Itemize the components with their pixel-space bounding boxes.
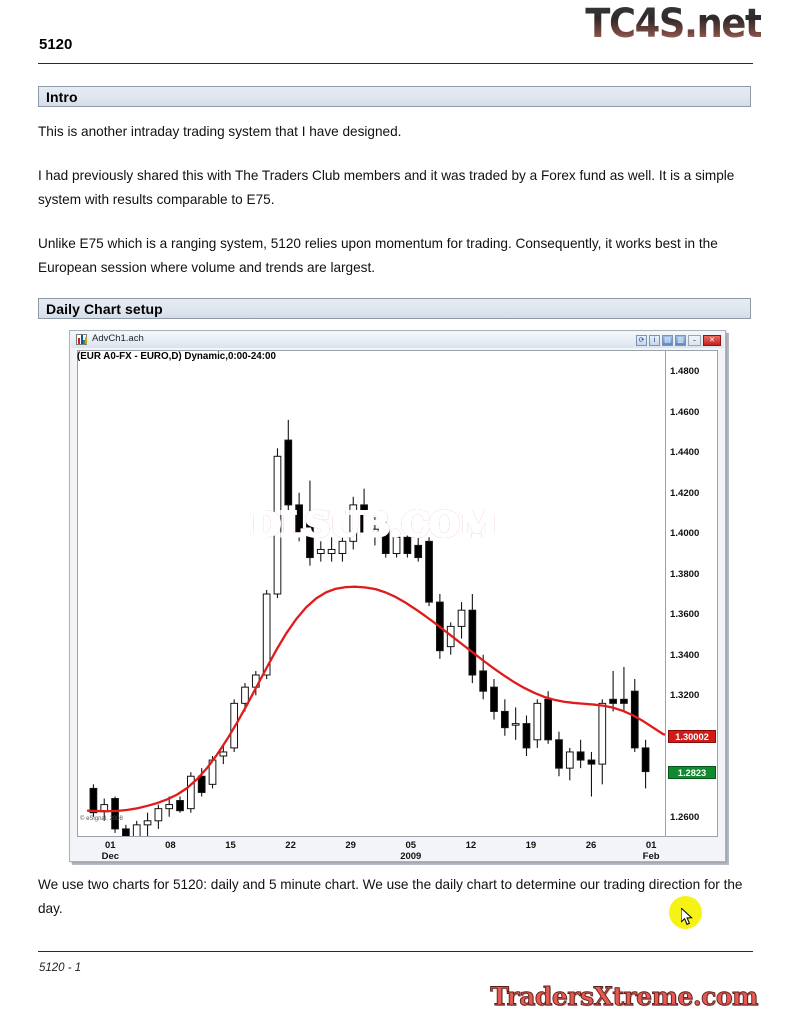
section-header-daily-chart-setup: Daily Chart setup: [38, 298, 751, 319]
time-tick: 15: [225, 840, 236, 851]
chart-plot-area[interactable]: [77, 350, 665, 837]
time-tick: 01: [645, 840, 657, 851]
intro-paragraph-1: This is another intraday trading system …: [38, 124, 402, 139]
tc4s-logo: TC4S.net: [585, 1, 762, 47]
price-tick: 1.3800: [670, 568, 700, 580]
chart-window: AdvCh1.ach ⟳ i ▤ ▥ – ✕ (EUR A0-FX - EURO…: [69, 330, 726, 929]
last-price-tag: 1.30002: [668, 729, 716, 743]
section-header-intro-label: Intro: [46, 89, 78, 105]
mouse-cursor-icon: [680, 906, 694, 931]
time-tick: 12: [465, 840, 477, 851]
price-tick: 1.4600: [670, 406, 700, 418]
time-tick: 29: [345, 840, 356, 851]
chart-app-icon: [76, 334, 87, 345]
tradersxtreme-logo: TradersXtreme.com: [490, 982, 759, 1012]
header-divider: [38, 63, 753, 64]
time-tick: 19: [525, 840, 537, 851]
chart-window-filename: AdvCh1.ach: [92, 333, 144, 344]
intro-paragraph-3: Unlike E75 which is a ranging system, 51…: [38, 236, 718, 275]
price-tick: 1.3600: [670, 609, 700, 621]
footer-divider: [38, 951, 753, 952]
info-tool-button[interactable]: i: [649, 334, 660, 346]
dlsub-watermark: DLSUB.COM: [249, 504, 500, 547]
time-tick: 01: [105, 840, 116, 851]
cursor-tool-button[interactable]: ⟳: [636, 334, 647, 346]
dlsub-watermark-text: DLSUB.COM: [249, 504, 500, 547]
time-tick: 05: [405, 840, 417, 851]
chart-window-controls: ⟳ i ▤ ▥ – ✕: [636, 334, 721, 346]
chart-copyright: © eSignal, 2008: [80, 816, 123, 822]
chart-window-body: (EUR A0-FX - EURO,D) Dynamic,0:00-24:00 …: [71, 348, 724, 929]
price-tick: 1.3400: [670, 649, 700, 661]
price-tick: 1.3200: [670, 690, 700, 702]
intro-paragraph-2: I had previously shared this with The Tr…: [38, 168, 735, 207]
section-header-daily-chart-setup-label: Daily Chart setup: [46, 301, 163, 317]
price-tick: 1.2600: [670, 811, 700, 823]
price-tick: 1.4400: [670, 447, 700, 459]
candlestick-svg: [86, 419, 665, 836]
time-tick: 22: [285, 840, 296, 851]
page-title: 5120: [39, 36, 73, 53]
time-group-label: Feb: [642, 851, 660, 862]
price-tick: 1.4000: [670, 528, 700, 540]
layout-left-button[interactable]: ▤: [662, 334, 673, 346]
chart-time-axis: 01 08 15 22 29 05 12 19 26 01 Dec 2009 Feb: [77, 839, 718, 862]
time-tick: 26: [585, 840, 597, 851]
time-group-label: 2009: [400, 851, 422, 862]
time-tick: 08: [165, 840, 176, 851]
price-tick: 1.4200: [670, 487, 700, 499]
minimize-button[interactable]: –: [688, 334, 701, 346]
time-group-label: Dec: [101, 851, 120, 862]
footer-page-ref: 5120 - 1: [39, 962, 82, 974]
price-tick: 1.4800: [670, 366, 700, 378]
close-button[interactable]: ✕: [703, 334, 721, 346]
chart-symbol-label: (EUR A0-FX - EURO,D) Dynamic,0:00-24:00: [77, 351, 276, 362]
chart-price-axis[interactable]: 1.4800 1.4600 1.4400 1.4200 1.4000 1.3800 1.36…: [665, 350, 718, 837]
bid-price-tag: 1.2823: [668, 765, 716, 779]
section-header-intro: Intro: [38, 86, 751, 107]
closing-paragraph: We use two charts for 5120: daily and 5 …: [38, 877, 743, 916]
layout-right-button[interactable]: ▥: [675, 334, 686, 346]
chart-window-titlebar: AdvCh1.ach ⟳ i ▤ ▥ – ✕: [71, 332, 724, 349]
